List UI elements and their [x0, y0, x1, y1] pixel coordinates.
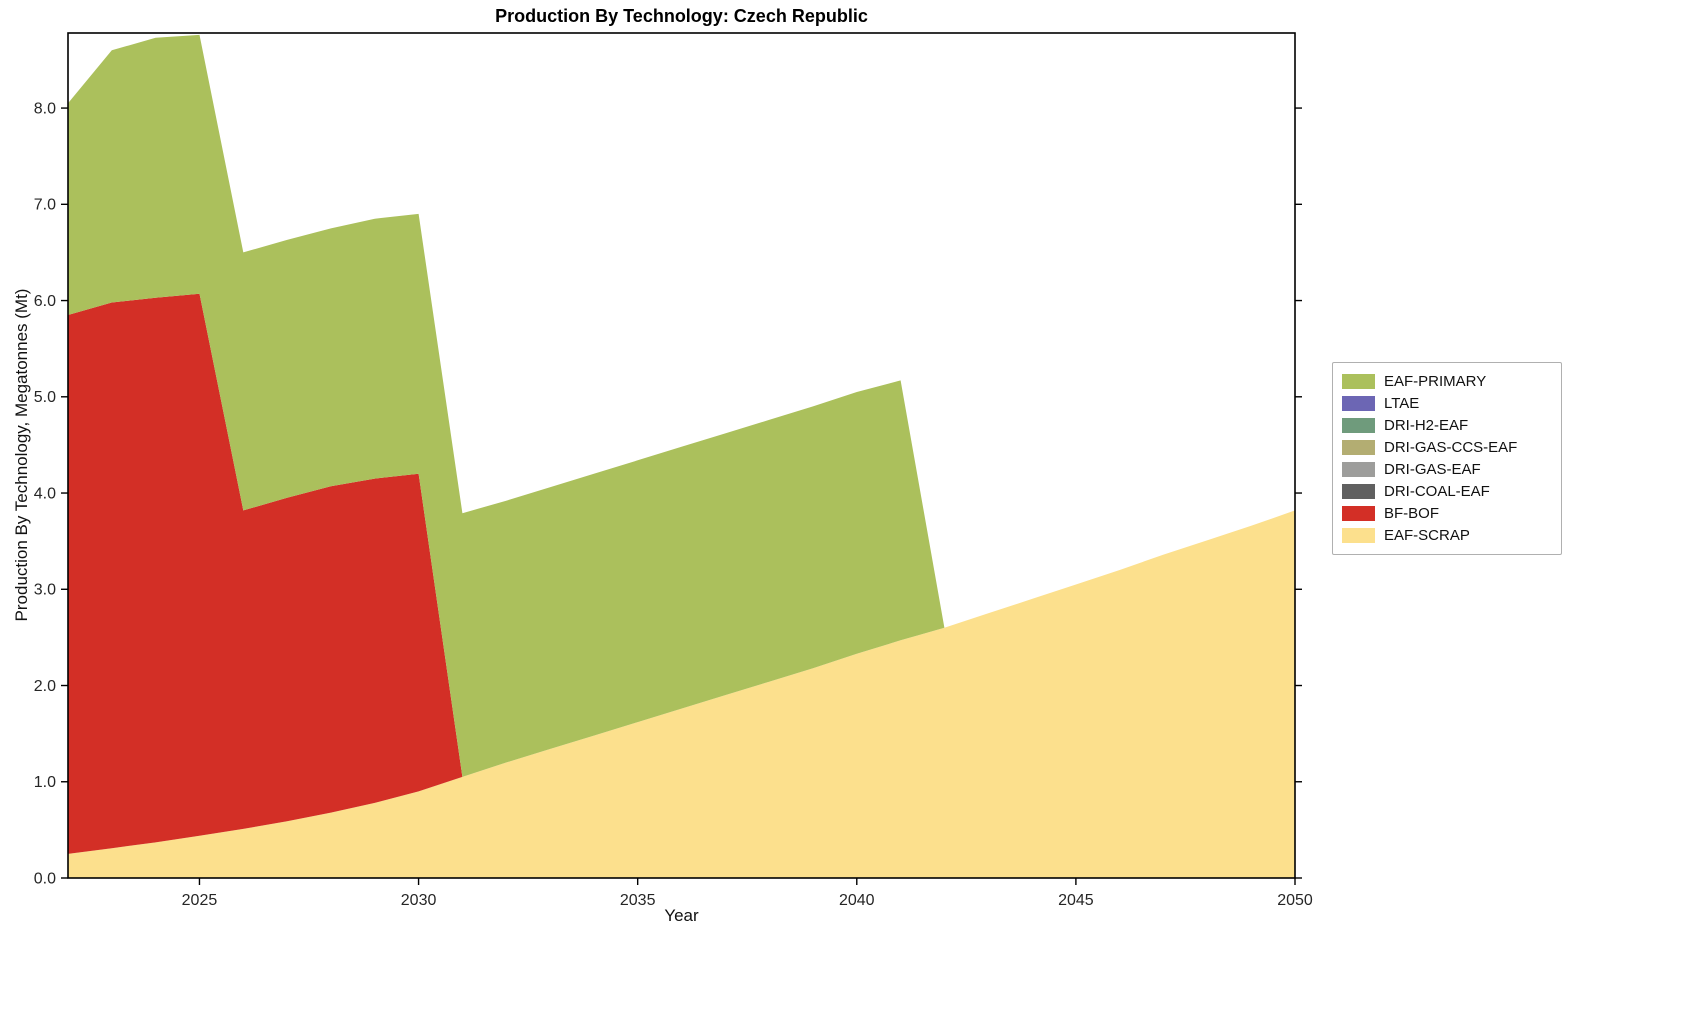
axes-box: [67, 32, 1296, 879]
y-tick-label: 5.0: [34, 389, 56, 406]
legend-label: BF-BOF: [1384, 505, 1439, 522]
legend-label: DRI-COAL-EAF: [1384, 483, 1490, 500]
legend-item: EAF-PRIMARY: [1342, 371, 1552, 392]
y-tick-label: 4.0: [34, 485, 56, 502]
area-eaf-scrap: [68, 510, 1295, 878]
legend-item: LTAE: [1342, 393, 1552, 414]
legend-swatch: [1342, 484, 1375, 499]
legend-swatch: [1342, 396, 1375, 411]
x-tick-label: 2025: [182, 892, 218, 909]
x-tick-label: 2050: [1277, 892, 1313, 909]
y-tick-label: 3.0: [34, 582, 56, 599]
legend-swatch: [1342, 418, 1375, 433]
legend-item: DRI-GAS-CCS-EAF: [1342, 437, 1552, 458]
legend-item: BF-BOF: [1342, 503, 1552, 524]
legend-item: DRI-COAL-EAF: [1342, 481, 1552, 502]
chart-title: Production By Technology: Czech Republic: [495, 6, 868, 26]
legend-swatch: [1342, 506, 1375, 521]
y-tick-label: 8.0: [34, 101, 56, 118]
legend-swatch: [1342, 462, 1375, 477]
legend-swatch: [1342, 440, 1375, 455]
x-tick-label: 2030: [401, 892, 437, 909]
legend-label: EAF-SCRAP: [1384, 527, 1470, 544]
legend-label: LTAE: [1384, 395, 1420, 412]
area-bf-bof: [68, 293, 1295, 854]
x-axis-label: Year: [664, 906, 699, 925]
y-tick-label: 6.0: [34, 293, 56, 310]
area-eaf-primary: [68, 34, 1295, 777]
y-tick-label: 2.0: [34, 678, 56, 695]
legend-item: EAF-SCRAP: [1342, 525, 1552, 546]
y-tick-label: 0.0: [34, 870, 56, 887]
legend-swatch: [1342, 528, 1375, 543]
x-tick-label: 2040: [839, 892, 875, 909]
legend-label: DRI-H2-EAF: [1384, 417, 1469, 434]
legend: EAF-PRIMARY LTAE DRI-H2-EAF DRI-GAS-CCS-EAF…: [1332, 362, 1562, 555]
legend-label: DRI-GAS-EAF: [1384, 461, 1481, 478]
y-tick-label: 1.0: [34, 774, 56, 791]
x-tick-label: 2035: [620, 892, 656, 909]
x-tick-label: 2045: [1058, 892, 1094, 909]
legend-swatch: [1342, 374, 1375, 389]
legend-item: DRI-GAS-EAF: [1342, 459, 1552, 480]
legend-label: DRI-GAS-CCS-EAF: [1384, 439, 1518, 456]
y-axis-label: Production By Technology, Megatonnes (Mt…: [12, 288, 31, 622]
legend-item: DRI-H2-EAF: [1342, 415, 1552, 436]
y-tick-label: 7.0: [34, 197, 56, 214]
legend-label: EAF-PRIMARY: [1384, 373, 1487, 390]
